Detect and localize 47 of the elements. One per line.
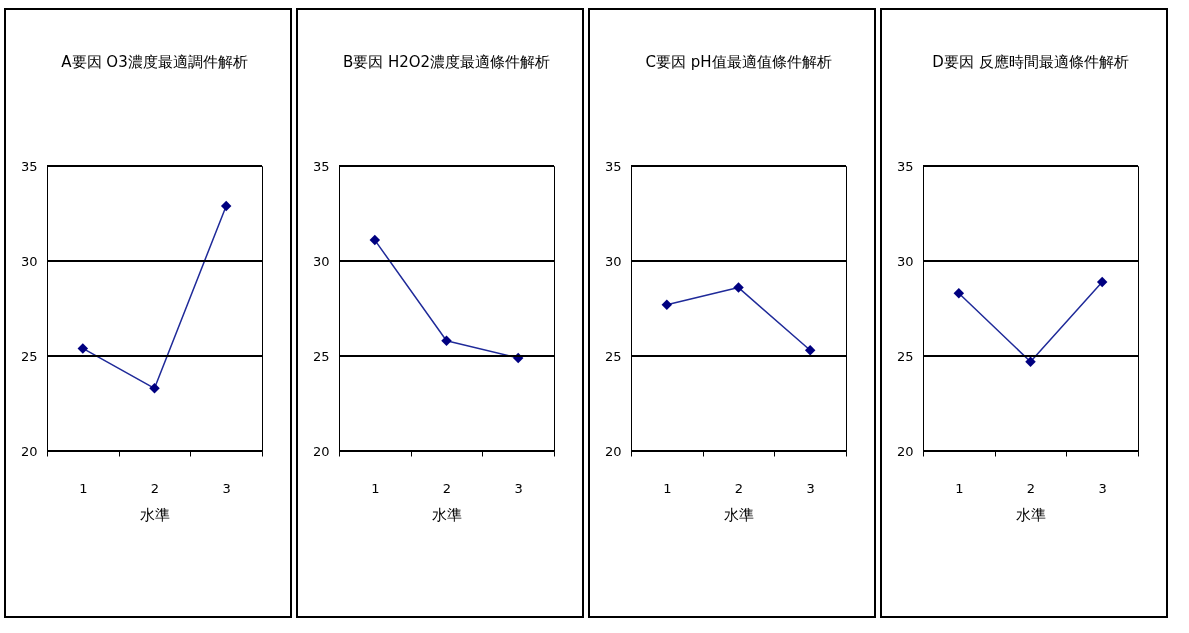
y-tick-label: 30 (604, 253, 622, 269)
point (149, 383, 160, 394)
x-tick-label: 2 (734, 480, 744, 496)
x-axis-title: 水準 (432, 505, 462, 524)
point (661, 299, 673, 310)
x-tick-label: 1 (663, 480, 672, 496)
y-tick-label: 20 (312, 443, 330, 459)
point (441, 335, 452, 347)
point (953, 288, 965, 299)
chart-title: B要因 H2O2濃度最適條件解析 (342, 53, 551, 71)
y-tick-label: 35 (604, 158, 622, 174)
y-tick-label: 30 (312, 253, 330, 269)
x-tick-label: 3 (1098, 480, 1107, 496)
x-tick-label: 1 (955, 480, 964, 496)
x-axis-title: 水準 (140, 505, 170, 524)
point (1096, 276, 1108, 288)
point (804, 345, 816, 356)
x-tick-label: 2 (150, 480, 160, 496)
y-tick-label: 20 (604, 443, 622, 459)
y-tick-label: 25 (20, 348, 38, 364)
x-tick-label: 1 (79, 480, 88, 496)
x-tick-label: 3 (222, 480, 231, 496)
y-tick-label: 30 (896, 253, 914, 269)
point (220, 200, 232, 212)
y-tick-label: 20 (896, 443, 914, 459)
y-tick-label: 25 (312, 348, 330, 364)
y-tick-label: 20 (20, 443, 38, 459)
x-axis-title: 水準 (1016, 505, 1046, 524)
point (1025, 356, 1036, 367)
point (369, 234, 381, 246)
point (733, 282, 744, 293)
x-axis-title: 水準 (724, 505, 754, 524)
x-tick-label: 3 (806, 480, 815, 496)
x-tick-label: 3 (514, 480, 523, 496)
chart-title: D要因 反應時間最適條件解析 (932, 53, 1129, 71)
chart-title: A要因 O3濃度最適調件解析 (61, 53, 248, 71)
x-tick-label: 2 (1026, 480, 1036, 496)
point (77, 343, 89, 354)
y-tick-label: 35 (312, 158, 330, 174)
y-tick-label: 35 (896, 158, 914, 174)
y-tick-label: 25 (896, 348, 914, 364)
y-tick-label: 25 (604, 348, 622, 364)
y-tick-label: 35 (20, 158, 38, 174)
x-tick-label: 1 (371, 480, 380, 496)
x-tick-label: 2 (442, 480, 452, 496)
chart-title: C要因 pH值最適值條件解析 (645, 53, 832, 71)
y-tick-label: 30 (20, 253, 38, 269)
